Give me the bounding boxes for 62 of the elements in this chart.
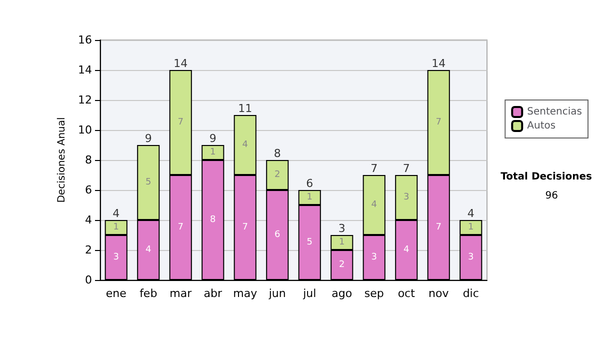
y-tick-label: 6 <box>85 184 92 196</box>
x-tick-label: jul <box>302 287 316 300</box>
legend-label: Sentencias <box>527 106 582 118</box>
y-tick-label: 16 <box>78 34 92 46</box>
data-label: 4 <box>371 200 378 210</box>
total-label: 11 <box>238 102 252 115</box>
data-label: 3 <box>371 252 377 262</box>
data-label: 5 <box>146 178 152 188</box>
data-label: 6 <box>274 230 281 240</box>
x-tick-label: abr <box>204 287 222 300</box>
y-tick-label: 12 <box>78 94 92 106</box>
y-tick-label: 4 <box>85 214 92 226</box>
text: Total Decisiones <box>500 172 592 182</box>
total-label: 4 <box>112 207 120 220</box>
total-label: 3 <box>338 222 346 235</box>
data-label: 1 <box>306 192 312 202</box>
data-label: 4 <box>404 245 410 255</box>
x-tick-label: dic <box>462 287 479 300</box>
data-label: 3 <box>113 252 119 262</box>
total-label: 9 <box>209 132 216 145</box>
total-label: 14 <box>174 57 188 70</box>
data-label: 1 <box>468 222 474 232</box>
data-label: 5 <box>306 238 312 248</box>
data-label: 4 <box>146 245 152 255</box>
data-label: 7 <box>178 222 184 232</box>
data-label: 1 <box>113 222 119 232</box>
y-tick-label: 8 <box>85 154 92 166</box>
data-label: 1 <box>210 148 216 158</box>
data-label: 7 <box>436 222 442 232</box>
x-tick-label: may <box>233 287 258 300</box>
data-label: 7 <box>436 118 442 128</box>
y-tick-label: 14 <box>78 64 92 76</box>
x-tick-label: mar <box>170 287 192 300</box>
y-axis-title: Decisiones Anual <box>56 117 68 203</box>
total-label: 4 <box>467 207 474 220</box>
x-tick-label: ene <box>106 287 127 300</box>
x-tick-label: ago <box>332 287 352 300</box>
x-tick-label: jun <box>268 287 286 300</box>
data-label: 7 <box>178 118 184 128</box>
data-label: 2 <box>274 170 280 180</box>
y-tick-label: 10 <box>78 124 92 136</box>
data-label: 4 <box>242 140 248 150</box>
data-label: 3 <box>404 192 410 202</box>
total-label: 8 <box>274 147 281 160</box>
x-tick-label: sep <box>364 287 384 300</box>
data-label: 7 <box>242 222 248 232</box>
y-tick-label: 0 <box>85 274 92 286</box>
x-tick-label: oct <box>398 287 416 300</box>
text: 96 <box>545 190 558 202</box>
legend-label: Autos <box>527 120 556 132</box>
total-label: 14 <box>432 57 446 70</box>
total-label: 7 <box>370 162 378 175</box>
total-label: 7 <box>402 162 410 175</box>
data-label: 3 <box>468 252 474 262</box>
data-label: 8 <box>210 215 216 225</box>
data-label: 1 <box>339 238 345 248</box>
x-tick-label: nov <box>428 287 450 300</box>
x-tick-label: feb <box>140 287 158 300</box>
total-label: 9 <box>144 132 152 145</box>
data-label: 2 <box>339 260 345 270</box>
total-label: 6 <box>306 177 314 190</box>
y-tick-label: 2 <box>85 244 92 256</box>
